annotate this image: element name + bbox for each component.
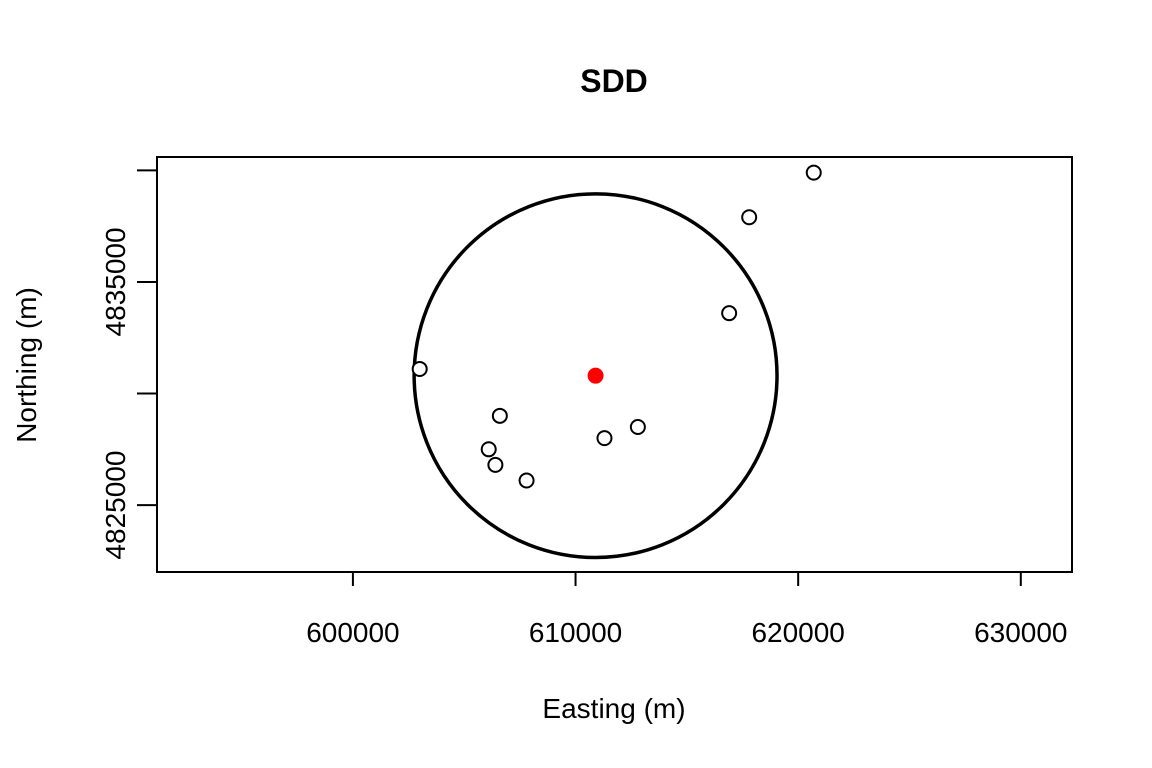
data-point	[411, 360, 428, 377]
data-point	[805, 164, 822, 181]
plot-frame	[156, 156, 1073, 573]
data-point	[518, 472, 535, 489]
chart-title: SDD	[580, 63, 648, 99]
data-point	[487, 456, 504, 473]
y-tick-label: 4835000	[100, 227, 131, 336]
data-point	[596, 430, 613, 447]
data-point	[721, 305, 738, 322]
y-tick-label: 4825000	[100, 451, 131, 560]
x-tick-label: 600000	[306, 617, 399, 648]
plot-area	[411, 164, 822, 560]
x-tick-label: 620000	[751, 617, 844, 648]
x-tick-label: 630000	[974, 617, 1067, 648]
y-axis: 4825000 4835000	[100, 169, 158, 560]
x-axis: 600000 610000 620000 630000	[306, 571, 1068, 648]
data-point	[480, 441, 497, 458]
data-point	[741, 209, 758, 226]
sdd-circle	[412, 192, 779, 560]
data-point	[629, 418, 646, 435]
y-axis-label: Northing (m)	[11, 287, 42, 443]
x-tick-label: 610000	[529, 617, 622, 648]
x-axis-label: Easting (m)	[542, 693, 685, 724]
data-point	[491, 407, 508, 424]
mean-center-point	[587, 367, 604, 384]
